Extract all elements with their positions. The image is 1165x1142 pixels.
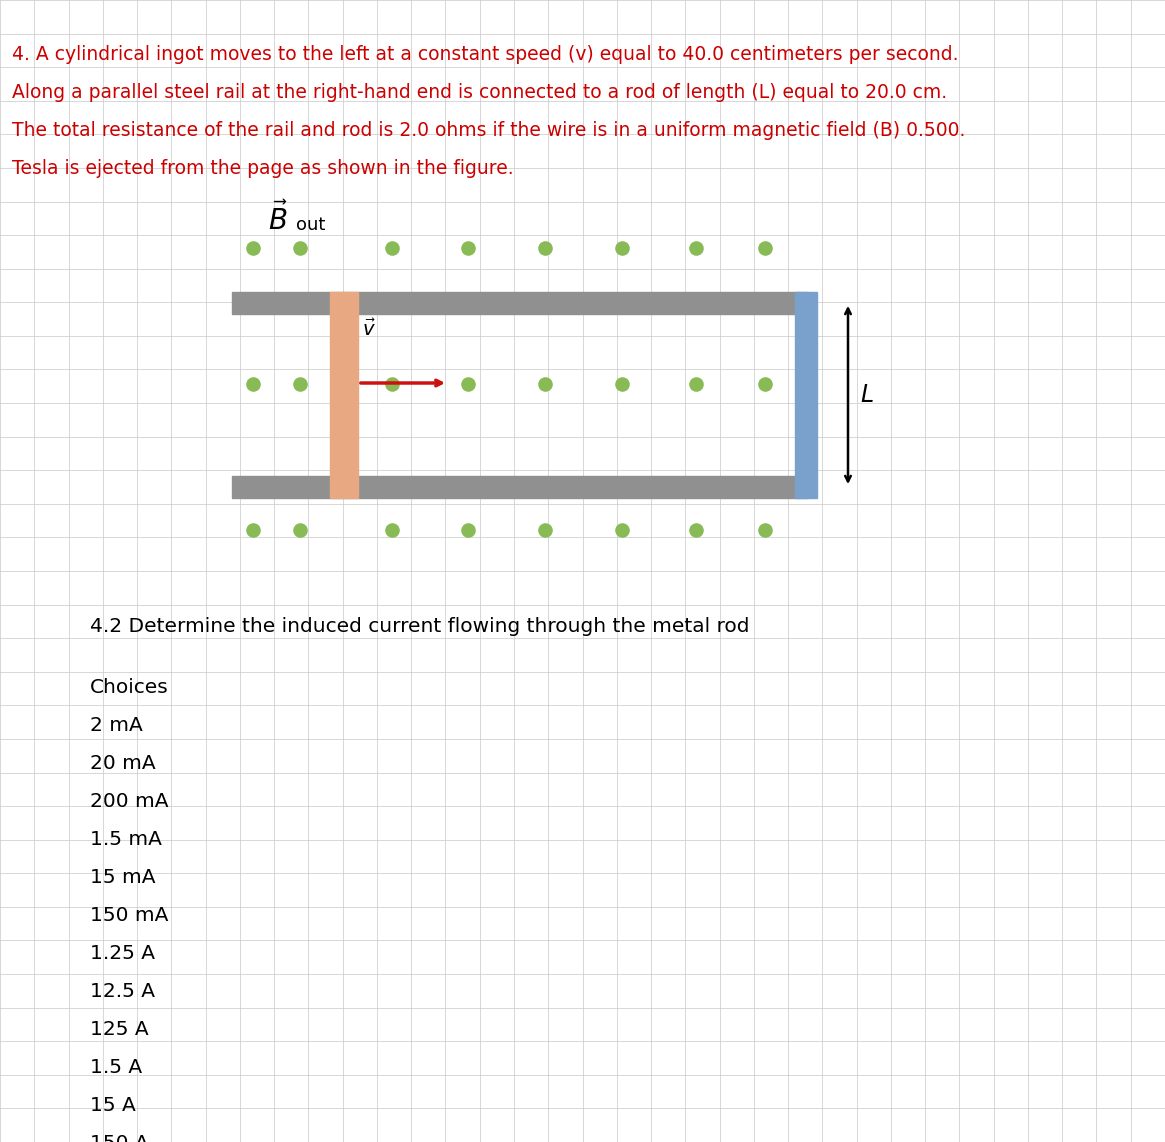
- Point: [756, 239, 775, 257]
- Bar: [232, 292, 809, 314]
- Point: [756, 375, 775, 393]
- Text: $\vec{v}$: $\vec{v}$: [362, 319, 376, 340]
- Point: [459, 521, 478, 539]
- Text: 1.25 A: 1.25 A: [90, 944, 155, 963]
- Point: [459, 239, 478, 257]
- Text: 12.5 A: 12.5 A: [90, 982, 155, 1002]
- Text: Along a parallel steel rail at the right-hand end is connected to a rod of lengt: Along a parallel steel rail at the right…: [12, 83, 947, 102]
- Text: 200 mA: 200 mA: [90, 793, 169, 811]
- Bar: [330, 292, 358, 498]
- Text: L: L: [860, 383, 873, 407]
- Text: out: out: [296, 216, 325, 234]
- Point: [382, 239, 401, 257]
- Point: [686, 521, 705, 539]
- Bar: [232, 476, 809, 498]
- Point: [382, 521, 401, 539]
- Point: [613, 521, 631, 539]
- Text: 15 mA: 15 mA: [90, 868, 155, 887]
- Point: [756, 521, 775, 539]
- Point: [243, 239, 262, 257]
- Point: [686, 239, 705, 257]
- Text: 150 mA: 150 mA: [90, 906, 169, 925]
- Text: 150 A: 150 A: [90, 1134, 149, 1142]
- Point: [613, 239, 631, 257]
- Text: 1.5 mA: 1.5 mA: [90, 830, 162, 849]
- Point: [291, 375, 310, 393]
- Text: $\vec{B}$: $\vec{B}$: [268, 202, 288, 236]
- Point: [613, 375, 631, 393]
- Text: Choices: Choices: [90, 678, 169, 697]
- Text: 4.2 Determine the induced current flowing through the metal rod: 4.2 Determine the induced current flowin…: [90, 617, 749, 636]
- Point: [536, 375, 555, 393]
- Text: The total resistance of the rail and rod is 2.0 ohms if the wire is in a uniform: The total resistance of the rail and rod…: [12, 121, 966, 140]
- Text: 20 mA: 20 mA: [90, 754, 156, 773]
- Point: [291, 521, 310, 539]
- Text: 125 A: 125 A: [90, 1020, 149, 1039]
- Point: [243, 521, 262, 539]
- Text: 15 A: 15 A: [90, 1096, 136, 1115]
- Point: [459, 375, 478, 393]
- Point: [536, 521, 555, 539]
- Bar: [795, 292, 817, 498]
- Text: 2 mA: 2 mA: [90, 716, 143, 735]
- Text: 4. A cylindrical ingot moves to the left at a constant speed (v) equal to 40.0 c: 4. A cylindrical ingot moves to the left…: [12, 45, 959, 64]
- Text: 1.5 A: 1.5 A: [90, 1057, 142, 1077]
- Point: [686, 375, 705, 393]
- Point: [382, 375, 401, 393]
- Text: Tesla is ejected from the page as shown in the figure.: Tesla is ejected from the page as shown …: [12, 159, 514, 178]
- Point: [243, 375, 262, 393]
- Point: [536, 239, 555, 257]
- Point: [291, 239, 310, 257]
